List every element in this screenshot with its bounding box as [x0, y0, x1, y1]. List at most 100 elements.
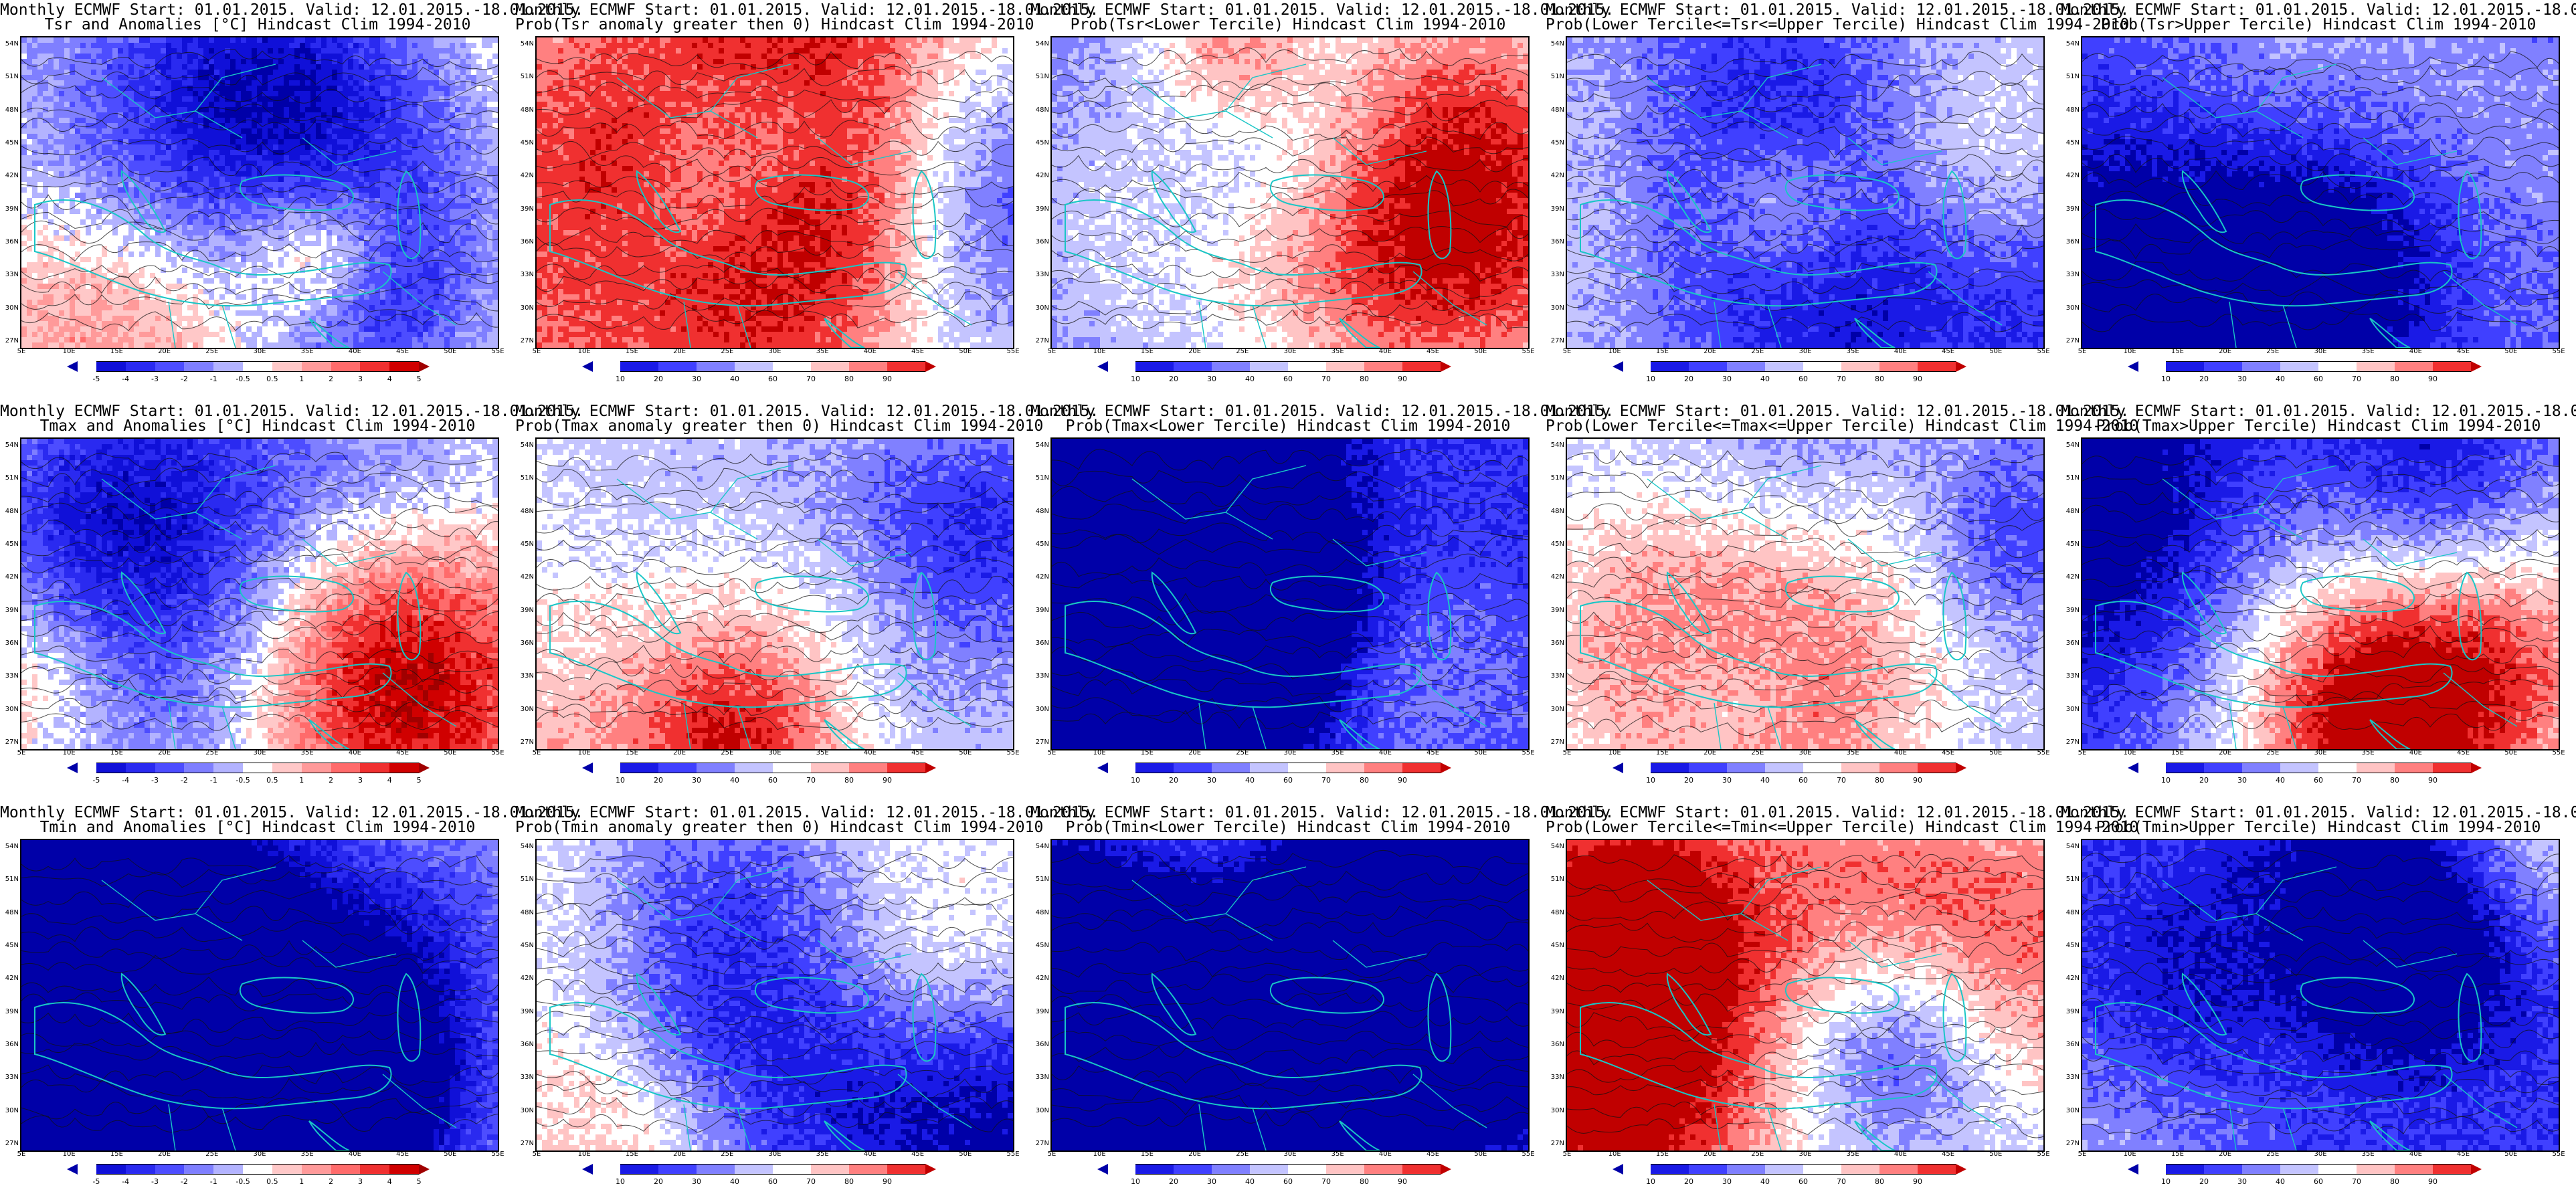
colorbar-max-arrow [1441, 763, 1451, 773]
forecast-panel: Monthly ECMWF Start: 01.01.2015. Valid: … [515, 401, 1030, 803]
longitude-label: 55E [491, 1150, 504, 1158]
colorbar-tick-label: 90 [1913, 776, 1922, 785]
forecast-panel: Monthly ECMWF Start: 01.01.2015. Valid: … [515, 0, 1030, 401]
longitude-label: 50E [444, 348, 456, 355]
colorbar-segment [272, 1164, 302, 1175]
latitude-label: 54N [1032, 441, 1049, 449]
longitude-label: 35E [816, 1150, 829, 1158]
latitude-label: 42N [1547, 975, 1564, 982]
longitude-label: 10E [2124, 348, 2136, 355]
latitude-label: 54N [517, 441, 534, 449]
colorbar-tick-label: 20 [2199, 776, 2209, 785]
panel-title-line2: Prob(Tmax anomaly greater then 0) Hindca… [515, 417, 1030, 435]
colorbar-tick-label: 90 [1398, 1177, 1407, 1186]
colorbar-segment [1174, 763, 1212, 773]
latitude-label: 39N [1032, 1008, 1049, 1015]
latitude-label: 39N [1, 205, 19, 213]
latitude-label: 27N [1, 337, 19, 344]
latitude-label: 39N [1, 1008, 19, 1015]
longitude-label: 25E [205, 749, 218, 757]
longitude-label: 30E [768, 749, 781, 757]
longitude-label: 45E [2457, 749, 2470, 757]
colorbar-segment [658, 763, 697, 773]
colorbar-segment [773, 1164, 811, 1175]
longitude-label: 10E [63, 749, 76, 757]
shaded-field [1567, 439, 2043, 749]
longitude-label: 10E [1608, 1150, 1621, 1158]
latitude-label: 54N [1, 843, 19, 850]
colorbar-tick-label: 90 [2428, 776, 2437, 785]
longitude-label: 45E [1942, 749, 1954, 757]
longitude-label: 50E [2504, 1150, 2517, 1158]
forecast-panel: Monthly ECMWF Start: 01.01.2015. Valid: … [1030, 401, 1546, 803]
colorbar [67, 763, 448, 773]
colorbar-segment [887, 361, 925, 372]
colorbar [1613, 1164, 1994, 1175]
colorbar-tick-label: 10 [1646, 776, 1655, 785]
latitude-label: 42N [1547, 573, 1564, 581]
colorbar-segment [2433, 1164, 2471, 1175]
latitude-label: 39N [1, 607, 19, 614]
colorbar-max-arrow [1956, 1164, 1966, 1175]
longitude-label: 25E [1236, 348, 1249, 355]
latitude-label: 42N [2062, 172, 2080, 179]
longitude-label: 30E [253, 749, 266, 757]
latitude-label: 33N [1032, 672, 1049, 680]
latitude-label: 45N [2062, 139, 2080, 146]
colorbar-tick-label: 4 [387, 776, 392, 785]
latitude-label: 42N [1, 975, 19, 982]
map-svg [1567, 37, 2043, 348]
latitude-label: 33N [1547, 1074, 1564, 1081]
longitude-label: 40E [349, 348, 361, 355]
longitude-label: 50E [444, 749, 456, 757]
colorbar-segment [1364, 1164, 1402, 1175]
colorbar-segment [1841, 361, 1879, 372]
latitude-label: 39N [1547, 205, 1564, 213]
colorbar-segment [2242, 763, 2280, 773]
longitude-label: 25E [1751, 1150, 1764, 1158]
latitude-label: 39N [517, 205, 534, 213]
panel-title-line2: Prob(Tsr anomaly greater then 0) Hindcas… [515, 16, 1030, 33]
longitude-label: 40E [349, 749, 361, 757]
latitude-label: 30N [517, 706, 534, 713]
colorbar-tick-label: 5 [417, 776, 422, 785]
latitude-label: 54N [1, 441, 19, 449]
longitude-label: 10E [1608, 749, 1621, 757]
longitude-label: 45E [911, 749, 924, 757]
latitude-label: 45N [1032, 942, 1049, 949]
colorbar-tick-label: -3 [151, 776, 159, 785]
longitude-label: 55E [2552, 749, 2565, 757]
colorbar [2128, 361, 2509, 372]
colorbar-max-arrow [2471, 361, 2482, 372]
latitude-label: 36N [2062, 1041, 2080, 1048]
latitude-label: 51N [1032, 876, 1049, 883]
panel-title-line2: Prob(Tmin anomaly greater then 0) Hindca… [515, 819, 1030, 836]
colorbar-segment [849, 1164, 887, 1175]
colorbar-tick-label: 20 [654, 776, 663, 785]
colorbar-segment [1288, 1164, 1326, 1175]
colorbar-tick-label: 20 [1169, 1177, 1178, 1186]
latitude-label: 33N [2062, 1074, 2080, 1081]
latitude-label: 36N [1547, 1041, 1564, 1048]
latitude-label: 45N [1547, 139, 1564, 146]
shaded-field [1052, 37, 1528, 348]
latitude-label: 36N [1, 238, 19, 245]
longitude-label: 15E [1656, 1150, 1669, 1158]
longitude-label: 35E [1331, 749, 1344, 757]
colorbar-tick-label: 70 [806, 776, 816, 785]
map-svg [537, 37, 1013, 348]
colorbar-tick-label: -5 [92, 1177, 100, 1186]
map-area [20, 839, 499, 1152]
colorbar-min-arrow [1613, 763, 1623, 773]
latitude-label: 36N [1032, 639, 1049, 647]
colorbar-tick-label: 60 [1283, 776, 1293, 785]
latitude-label: 27N [517, 337, 534, 344]
colorbar-segment [849, 361, 887, 372]
colorbar-tick-label: 40 [2276, 1177, 2285, 1186]
colorbar-tick-label: 1 [299, 375, 304, 383]
longitude-label: 30E [1799, 749, 1811, 757]
latitude-label: 36N [517, 639, 534, 647]
colorbar-tick-label: 80 [844, 776, 854, 785]
panel-title-line2: Tmin and Anomalies [°C] Hindcast Clim 19… [0, 819, 515, 836]
colorbar-min-arrow [2128, 763, 2138, 773]
